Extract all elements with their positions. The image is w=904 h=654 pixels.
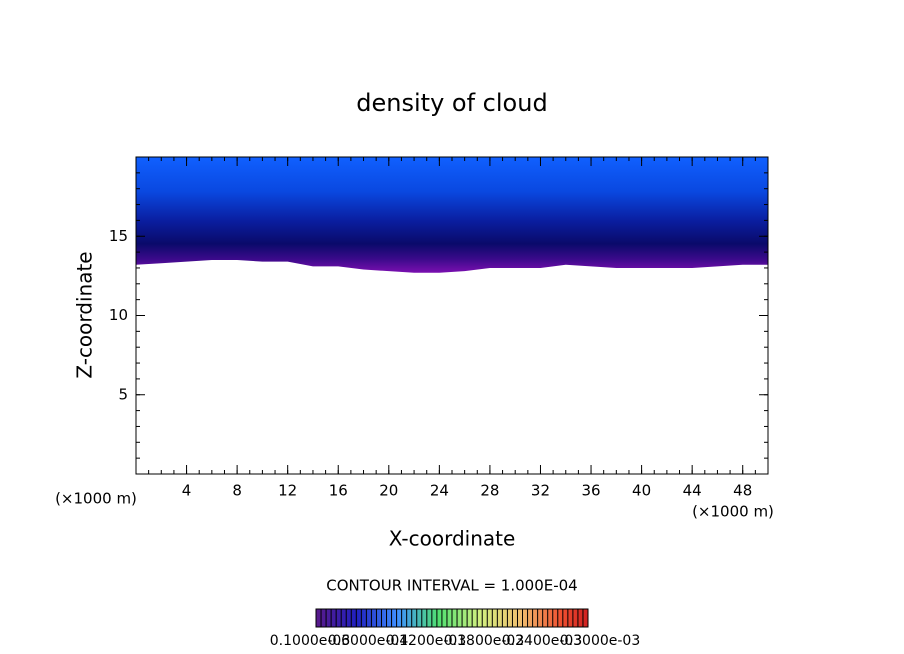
colorbar-label: 0.1000e-03	[270, 633, 350, 649]
colorbar-label: 0.1200e-03	[386, 633, 466, 649]
x-unit: (×1000 m)	[692, 503, 774, 521]
contour-interval: CONTOUR INTERVAL = 1.000E-04	[326, 577, 577, 595]
colorbar-label: 0.2400e-03	[502, 633, 582, 649]
colorbar-label: 0.3000e-03	[560, 633, 640, 649]
x-tick-label: 12	[278, 482, 297, 500]
x-tick-label: 48	[733, 482, 752, 500]
y-tick-label: 10	[109, 306, 128, 324]
x-tick-label: 44	[683, 482, 702, 500]
chart-title: density of cloud	[356, 89, 547, 117]
colorbar-label: 0.6000e-04	[328, 633, 409, 649]
x-tick-label: 28	[480, 482, 499, 500]
x-tick-label: 8	[232, 482, 242, 500]
x-tick-label: 36	[581, 482, 600, 500]
x-axis-title: X-coordinate	[389, 527, 516, 551]
x-tick-label: 24	[430, 482, 449, 500]
y-tick-label: 15	[109, 227, 128, 245]
colorbar-label: 0.1800e-03	[444, 633, 524, 649]
x-tick-label: 40	[632, 482, 651, 500]
x-tick-label: 4	[182, 482, 192, 500]
x-tick-label: 32	[531, 482, 550, 500]
y-axis-title: Z-coordinate	[73, 251, 97, 378]
cloud-region	[136, 157, 768, 273]
x-tick-label: 16	[329, 482, 348, 500]
y-tick-label: 5	[118, 385, 128, 403]
colorbar-lines	[320, 609, 584, 627]
x-unit: (×1000 m)	[55, 490, 137, 508]
x-tick-label: 20	[379, 482, 398, 500]
